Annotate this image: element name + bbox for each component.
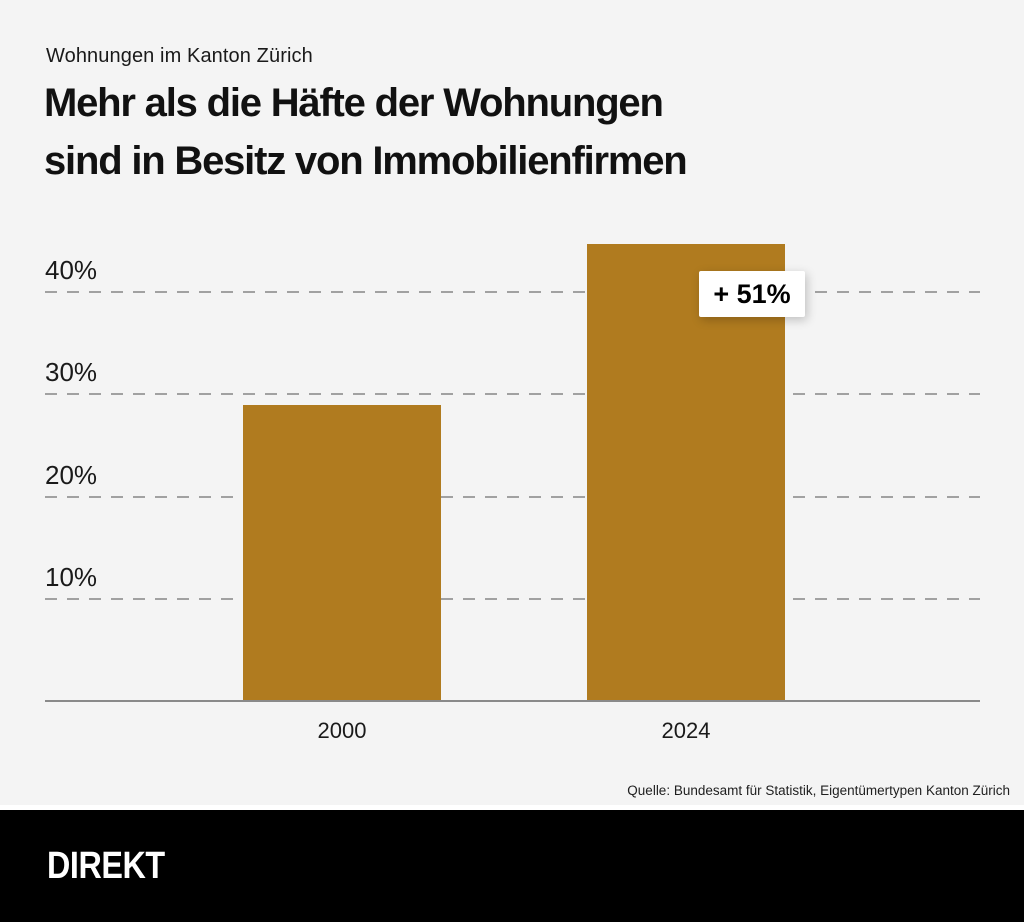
bar-group-2024: 2024: [587, 230, 785, 743]
y-gridline-30: [45, 393, 980, 396]
y-tick-label-40: 40%: [45, 254, 98, 285]
footer-bar: DIREKT: [0, 810, 1024, 922]
brand-logo: DIREKT: [47, 844, 165, 887]
kicker: Wohnungen im Kanton Zürich: [46, 45, 313, 67]
y-tick-label-10: 10%: [45, 562, 98, 593]
y-gridline-40: [45, 290, 980, 293]
y-gridline-20: [45, 495, 980, 498]
bar-2024: [587, 244, 785, 702]
footer-separator: [0, 805, 1024, 810]
x-tick-label-2024: 2024: [661, 718, 711, 743]
y-gridline-10: [45, 598, 980, 601]
page-title-line1: Mehr als die Häfte der Wohnungen: [44, 81, 664, 125]
y-tick-label-20: 20%: [45, 459, 98, 490]
bar-group-2000: 2000: [243, 230, 441, 743]
x-tick-label-2000: 2000: [317, 718, 367, 743]
page-title: Mehr als die Häfte der Wohnungen sind in …: [44, 74, 688, 190]
source-note: Quelle: Bundesamt für Statistik, Eigentü…: [627, 783, 1010, 798]
x-axis-line: [45, 700, 980, 702]
page-title-line2: sind in Besitz von Immobilienfirmen: [44, 139, 688, 183]
annotation-badge: + 51%: [699, 271, 805, 317]
bar-2000: [243, 405, 441, 702]
y-tick-label-30: 30%: [45, 357, 98, 388]
bar-chart: + 51% 10% 20% 30% 40% 2000 2024: [45, 230, 980, 743]
